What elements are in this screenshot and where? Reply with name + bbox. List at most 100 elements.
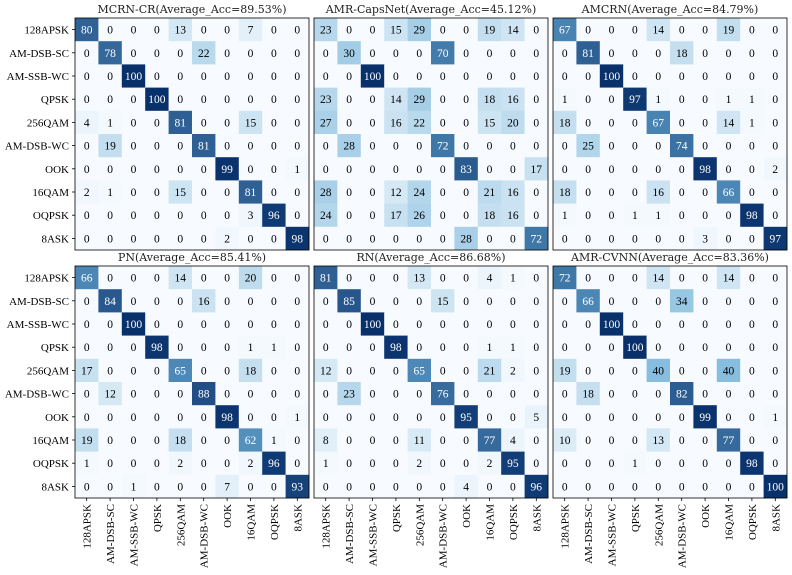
cell-value: 0 [702, 365, 708, 377]
cell-value: 0 [679, 435, 685, 447]
heatmap-cell [477, 41, 502, 65]
x-tick-label: 16QAM [246, 504, 258, 541]
heatmap-cell [477, 87, 502, 112]
heatmap-cell [740, 428, 764, 452]
x-tick-label: QPSK [630, 504, 642, 532]
heatmap-cell [75, 358, 99, 383]
heatmap-cell [477, 110, 502, 135]
cell-value: 19 [104, 141, 116, 153]
cell-value: 40 [723, 365, 735, 377]
heatmap-cell [763, 87, 788, 112]
cell-value: 0 [655, 296, 661, 308]
cell-value: 0 [609, 210, 615, 222]
cell-value: 0 [702, 296, 708, 308]
cell-value: 16 [390, 117, 402, 129]
heatmap-cell [384, 312, 408, 336]
cell-value: 0 [84, 319, 90, 331]
heatmap-cell [407, 87, 432, 112]
heatmap-cell [599, 134, 624, 158]
cell-value: 0 [655, 319, 661, 331]
heatmap-cell [407, 312, 432, 336]
heatmap-cell [524, 110, 549, 135]
heatmap-cell [337, 428, 362, 452]
heatmap-cell [215, 451, 240, 476]
x-tick-label: 8ASK [531, 504, 543, 532]
heatmap-cell [337, 41, 362, 65]
heatmap-cell [693, 180, 718, 204]
cell-value: 0 [487, 389, 493, 401]
heatmap-cell [407, 134, 432, 158]
heatmap-cell [360, 266, 385, 290]
heatmap-cell [121, 266, 146, 290]
heatmap-cell [192, 110, 216, 135]
heatmap-cell [763, 226, 788, 251]
cell-value: 0 [224, 210, 230, 222]
cell-value: 0 [416, 164, 422, 176]
heatmap-cell [407, 335, 432, 360]
heatmap-cell [553, 203, 577, 228]
cell-value: 18 [582, 389, 594, 401]
cell-value: 0 [463, 141, 469, 153]
heatmap-cell [285, 203, 310, 228]
cell-value: 0 [131, 389, 137, 401]
cell-value: 0 [370, 94, 376, 106]
heatmap-cell [477, 289, 502, 313]
cell-value: 0 [562, 389, 568, 401]
cell-value: 0 [271, 412, 277, 424]
cell-value: 1 [562, 210, 568, 222]
cell-value: 0 [84, 481, 90, 493]
heatmap-cell [646, 405, 671, 429]
heatmap-cell [145, 157, 169, 181]
heatmap-cell [360, 428, 385, 452]
heatmap-cell [599, 428, 624, 452]
heatmap-cell [384, 203, 408, 228]
cell-value: 0 [271, 319, 277, 331]
cell-value: 98 [292, 233, 304, 245]
cell-value: 0 [346, 233, 352, 245]
cell-value: 12 [390, 187, 402, 199]
heatmap-cell [360, 226, 385, 251]
cell-value: 67 [653, 117, 665, 129]
cell-value: 65 [175, 365, 187, 377]
heatmap-cell [454, 358, 479, 383]
cell-value: 0 [655, 342, 661, 354]
cell-value: 0 [224, 48, 230, 60]
cell-value: 0 [346, 94, 352, 106]
cell-value: 0 [131, 273, 137, 285]
heatmap-cell [337, 110, 362, 135]
heatmap-cell [262, 134, 286, 158]
cell-value: 100 [125, 71, 143, 83]
cell-value: 0 [702, 435, 708, 447]
heatmap-cell [98, 428, 123, 452]
cell-value: 0 [224, 435, 230, 447]
cell-value: 100 [364, 71, 382, 83]
cell-value: 16 [507, 210, 519, 222]
heatmap-cell [168, 157, 193, 181]
heatmap-cell [501, 428, 525, 452]
cell-value: 0 [370, 458, 376, 470]
cell-value: 98 [221, 412, 233, 424]
cell-value: 0 [131, 458, 137, 470]
cell-value: 0 [702, 481, 708, 493]
cell-value: 0 [271, 233, 277, 245]
heatmap-cell [360, 312, 385, 336]
cell-value: 0 [107, 164, 113, 176]
cell-value: 18 [245, 365, 257, 377]
cell-value: 0 [271, 481, 277, 493]
heatmap-cell [670, 41, 694, 65]
cell-value: 100 [767, 481, 785, 493]
cell-value: 0 [154, 210, 160, 222]
cell-value: 0 [131, 187, 137, 199]
cell-value: 0 [248, 481, 254, 493]
cell-value: 1 [632, 210, 638, 222]
heatmap-cell [192, 474, 216, 499]
heatmap-cell [121, 110, 146, 135]
heatmap-cell [693, 474, 718, 499]
cell-value: 0 [370, 210, 376, 222]
cell-value: 0 [346, 481, 352, 493]
heatmap-cell [646, 312, 671, 336]
cell-value: 0 [416, 296, 422, 308]
cell-value: 100 [626, 342, 644, 354]
cell-value: 0 [562, 48, 568, 60]
cell-value: 0 [632, 296, 638, 308]
